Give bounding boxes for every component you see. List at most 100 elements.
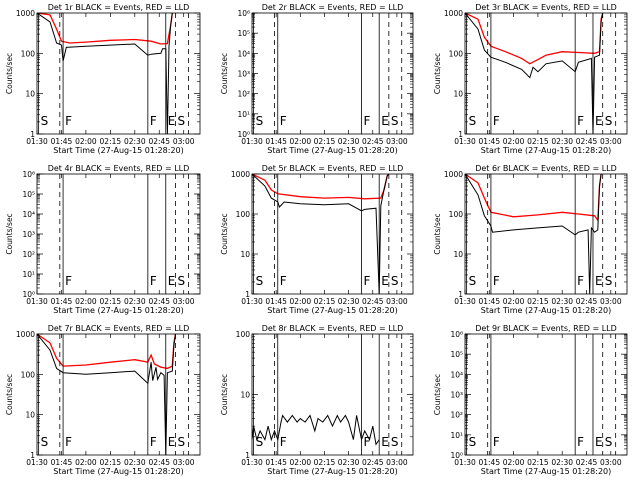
x-tick-label: 01:45 — [478, 297, 500, 306]
panel-title: Det 9r BLACK = Events, RED = LLD — [475, 324, 617, 333]
time-marker-label: E — [168, 435, 176, 449]
x-tick-label: 02:30 — [124, 137, 146, 146]
x-axis-title: Start Time (27-Aug-15 01:28:20) — [267, 467, 398, 476]
y-tick-label: 1000 — [444, 9, 463, 18]
y-tick-label: 10³ — [22, 230, 35, 239]
y-axis-title: Counts/sec — [433, 53, 442, 94]
x-tick-label: 01:45 — [51, 297, 73, 306]
x-tick-label: 02:15 — [314, 297, 336, 306]
time-marker-label: S — [41, 435, 49, 449]
x-tick-label: 02:30 — [124, 458, 146, 467]
x-tick-label: 02:00 — [75, 137, 97, 146]
x-tick-label: 02:30 — [338, 137, 360, 146]
x-tick-label: 02:00 — [75, 297, 97, 306]
x-tick-label: 02:15 — [314, 137, 336, 146]
y-tick-label: 10³ — [237, 70, 250, 79]
time-marker-label: F — [65, 435, 72, 449]
time-marker-label: F — [150, 114, 157, 128]
y-tick-label: 10¹ — [450, 431, 463, 440]
x-tick-label: 01:30 — [454, 458, 476, 467]
x-axis-title: Start Time (27-Aug-15 01:28:20) — [267, 306, 398, 315]
x-tick-label: 02:30 — [551, 137, 573, 146]
y-axis-title: Counts/sec — [5, 53, 14, 94]
x-tick-label: 02:00 — [503, 297, 525, 306]
x-tick-label: 02:00 — [289, 297, 311, 306]
x-tick-label: 01:30 — [241, 297, 263, 306]
x-tick-label: 02:00 — [503, 458, 525, 467]
x-tick-label: 01:45 — [265, 137, 287, 146]
panel-title: Det 1r BLACK = Events, RED = LLD — [48, 3, 190, 12]
x-tick-label: 02:00 — [289, 458, 311, 467]
x-tick-label: 01:30 — [454, 297, 476, 306]
time-marker-label: S — [256, 274, 264, 288]
x-tick-label: 01:30 — [241, 137, 263, 146]
plot-frame — [36, 12, 201, 135]
time-marker-label: F — [493, 114, 500, 128]
y-tick-label: 100 — [449, 210, 464, 219]
plot-frame — [464, 173, 628, 295]
x-tick-label: 02:00 — [289, 137, 311, 146]
x-tick-label: 02:45 — [148, 137, 170, 146]
time-marker-label: S — [178, 114, 186, 128]
panel-title: Det 5r BLACK = Events, RED = LLD — [262, 164, 404, 173]
y-axis-title: Counts/sec — [220, 53, 229, 94]
x-tick-label: 02:30 — [551, 297, 573, 306]
panel-title: Det 7r BLACK = Events, RED = LLD — [48, 324, 190, 333]
x-axis-title: Start Time (27-Aug-15 01:28:20) — [53, 467, 184, 476]
y-tick-label: 10³ — [450, 391, 463, 400]
y-tick-label: 10⁶ — [22, 170, 35, 179]
time-marker-label: F — [363, 114, 370, 128]
x-tick-label: 01:30 — [26, 137, 48, 146]
time-marker-label: S — [605, 274, 613, 288]
time-marker-label: S — [469, 435, 477, 449]
x-tick-label: 01:45 — [51, 458, 73, 467]
events-series-line — [252, 174, 390, 294]
y-tick-label: 10⁶ — [450, 330, 463, 339]
x-tick-label: 02:15 — [527, 137, 549, 146]
time-marker-label: S — [391, 435, 399, 449]
time-marker-label: S — [469, 274, 477, 288]
x-tick-label: 03:00 — [173, 297, 195, 306]
y-tick-label: 10 — [453, 250, 463, 259]
panel-title: Det 6r BLACK = Events, RED = LLD — [475, 164, 617, 173]
events-series-line — [37, 13, 173, 134]
lld-series-line — [465, 13, 604, 65]
time-marker-label: F — [65, 114, 72, 128]
x-tick-label: 02:45 — [362, 458, 384, 467]
x-axis-title: Start Time (27-Aug-15 01:28:20) — [53, 306, 184, 315]
y-tick-label: 10 — [25, 411, 35, 420]
time-marker-label: E — [168, 274, 176, 288]
y-tick-label: 1000 — [444, 170, 463, 179]
x-tick-label: 03:00 — [600, 297, 622, 306]
y-axis-title: Counts/sec — [433, 374, 442, 415]
time-marker-label: F — [280, 274, 287, 288]
time-marker-label: S — [605, 435, 613, 449]
x-tick-label: 02:30 — [124, 297, 146, 306]
x-axis-title: Start Time (27-Aug-15 01:28:20) — [53, 146, 184, 155]
y-tick-label: 10 — [25, 90, 35, 99]
x-tick-label: 01:30 — [454, 137, 476, 146]
y-axis-title: Counts/sec — [220, 374, 229, 415]
x-axis-title: Start Time (27-Aug-15 01:28:20) — [481, 306, 612, 315]
y-tick-label: 10⁵ — [450, 350, 463, 359]
y-tick-label: 10⁴ — [22, 210, 35, 219]
time-marker-label: S — [178, 435, 186, 449]
y-tick-label: 1 — [30, 451, 35, 460]
y-tick-label: 1 — [30, 130, 35, 139]
lld-series-line — [465, 174, 602, 223]
x-axis-title: Start Time (27-Aug-15 01:28:20) — [481, 467, 612, 476]
x-tick-label: 01:45 — [478, 458, 500, 467]
time-marker-label: E — [381, 114, 389, 128]
x-tick-label: 02:45 — [148, 458, 170, 467]
time-marker-label: F — [493, 274, 500, 288]
x-tick-label: 02:15 — [527, 297, 549, 306]
lld-series-line — [37, 334, 177, 370]
lld-series-line — [252, 174, 390, 200]
events-series-line — [252, 414, 380, 446]
plot-frame — [464, 12, 628, 135]
x-tick-label: 02:45 — [362, 137, 384, 146]
time-marker-label: F — [280, 435, 287, 449]
y-tick-label: 1 — [458, 130, 463, 139]
